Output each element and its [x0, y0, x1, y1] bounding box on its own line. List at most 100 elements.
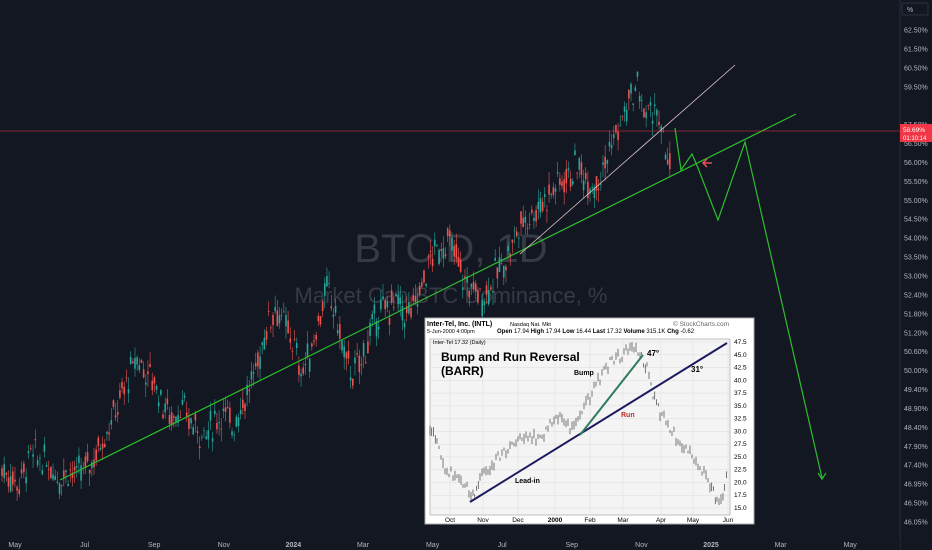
candle-body [196, 431, 199, 433]
candle-body [339, 324, 341, 339]
candle-body [341, 340, 343, 351]
candle-body [377, 326, 380, 330]
candle-body [505, 266, 507, 271]
candle-body [136, 357, 138, 365]
countdown-timer: 01:10:14 [903, 136, 927, 142]
candle-body [457, 256, 460, 267]
candle-body [140, 360, 143, 364]
inset-y-tick: 27.5 [734, 441, 747, 448]
inset-y-tick: 32.5 [734, 416, 747, 423]
candle-body [99, 448, 102, 451]
candle-body [84, 456, 87, 469]
candle-body [531, 209, 533, 213]
candle-body [638, 96, 641, 102]
candle-body [604, 156, 606, 169]
candle-body [591, 187, 594, 189]
time-scale[interactable]: May Jul Sep Nov 2024 Mar May Jul Sep Nov 2025 Mar Ma… [0, 538, 900, 550]
candle-body [496, 267, 499, 279]
candle-body [373, 304, 376, 314]
candle-body [388, 317, 391, 325]
y-tick-label: 62.50% [904, 28, 928, 35]
candle-body [25, 477, 27, 484]
candle-body [453, 245, 455, 257]
candle-body [442, 248, 445, 259]
candle-body [459, 259, 462, 272]
candle-body [528, 224, 531, 226]
candle-body [621, 115, 624, 117]
arrow-icon[interactable] [702, 158, 712, 168]
candle-body [129, 356, 132, 364]
inset-high-label: High [531, 329, 545, 335]
candle-body [149, 364, 151, 368]
candle-body [185, 412, 188, 417]
y-tick-label: 59.50% [904, 84, 928, 91]
inset-y-tick: 25.0 [734, 454, 747, 461]
candle-body [235, 416, 238, 427]
inset-y-axis: 47.5 45.0 42.5 40.0 37.5 35.0 32.5 30.0 27.5 25.0… [734, 339, 747, 512]
inset-date: 5-Jun-2000 4:00pm [427, 329, 475, 335]
candle-body [73, 466, 76, 471]
candle-body [619, 125, 622, 127]
support-trendline[interactable] [59, 113, 797, 481]
candle-body [302, 367, 305, 374]
candle-body [466, 276, 468, 283]
candle-body [32, 454, 34, 457]
candle-body [602, 162, 604, 165]
inset-x-tick: Apr [656, 517, 667, 524]
candle-body [565, 169, 568, 184]
candle-body [524, 216, 527, 223]
candle-body [23, 463, 25, 473]
candle-body [584, 172, 587, 180]
candle-body [9, 476, 12, 492]
candle-body [298, 365, 300, 375]
candle-body [308, 358, 311, 372]
inset-grid [430, 339, 730, 515]
candle-body [110, 420, 113, 425]
y-tick-label: 55.50% [904, 179, 928, 186]
candle-body [119, 390, 121, 398]
candle-body [291, 351, 294, 353]
candle-body [474, 283, 477, 292]
projection-path[interactable] [674, 127, 823, 479]
inset-volume: 315.1K [646, 329, 665, 335]
candle-body [188, 418, 190, 429]
candle-body [181, 399, 184, 405]
candle-body [582, 180, 585, 191]
candle-body [498, 257, 501, 273]
drawings-layer[interactable] [0, 64, 900, 481]
candle-body [67, 484, 69, 487]
y-tick-label: 51.80% [904, 311, 928, 318]
candle-body [52, 474, 54, 480]
candle-body [125, 377, 128, 379]
candle-body [649, 102, 652, 106]
candle-body [317, 315, 320, 322]
candle-body [168, 415, 171, 425]
y-tick-label: 53.50% [904, 255, 928, 262]
inset-angle-31: 31° [691, 365, 703, 374]
candle-body [45, 465, 48, 467]
candle-body [254, 362, 257, 367]
inset-y-tick: 20.0 [734, 479, 747, 486]
inset-y-tick: 45.0 [734, 352, 747, 359]
candle-body [634, 87, 637, 91]
candle-body [408, 302, 410, 314]
candle-body [360, 364, 363, 366]
y-tick-label: 51.20% [904, 330, 928, 337]
price-scale[interactable]: % 62.50%61.50%60.50%59.50%57.50%56.50%56… [899, 0, 932, 550]
y-tick-label: 46.50% [904, 501, 928, 508]
candle-body [39, 457, 41, 459]
candle-body [569, 178, 572, 187]
current-price-value: 58.69% [903, 127, 925, 134]
candle-body [276, 310, 279, 326]
candle-body [108, 432, 110, 435]
y-tick-label: 55.00% [904, 198, 928, 205]
candle-body [382, 296, 384, 300]
candle-body [250, 371, 253, 380]
candle-body [71, 472, 74, 478]
y-tick-label: 46.05% [904, 520, 928, 527]
candle-body [267, 311, 270, 312]
inset-title: Inter-Tel, Inc. (INTL) [427, 321, 492, 328]
bump-trendline[interactable] [519, 64, 736, 255]
watermark-symbol: BTC.D, 1D [354, 227, 547, 271]
